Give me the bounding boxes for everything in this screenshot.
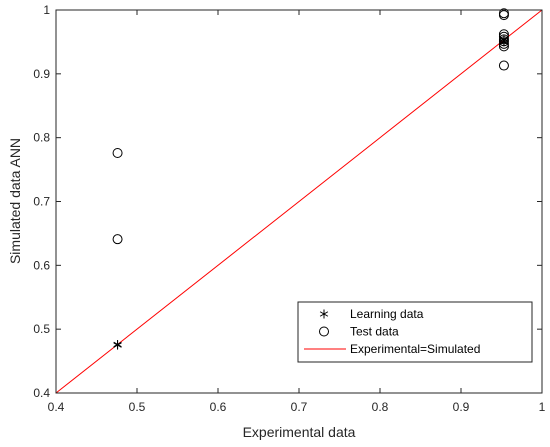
x-tick-label: 0.6 — [210, 400, 227, 414]
x-tick-label: 0.7 — [291, 400, 308, 414]
y-tick-label: 0.4 — [33, 386, 50, 400]
x-tick-label: 0.5 — [129, 400, 146, 414]
x-tick-label: 1 — [539, 400, 546, 414]
legend-box — [297, 301, 533, 363]
y-tick-label: 0.8 — [33, 131, 50, 145]
legend-learning-marker — [319, 309, 329, 319]
x-tick-label: 0.4 — [48, 400, 65, 414]
axis-ticks: 0.4 0.5 0.6 0.7 0.8 0.9 1 0.4 0.5 0.6 0.7 0.8 0.9 1 — [33, 3, 545, 414]
learning-data-point — [113, 340, 122, 350]
test-data-point — [498, 41, 509, 52]
test-data-point — [498, 10, 509, 21]
test-data-point — [498, 36, 509, 47]
legend-label: Test data — [350, 325, 399, 339]
x-axis-title: Experimental data — [243, 424, 356, 440]
data-marks — [55, 8, 543, 394]
x-tick-label: 0.8 — [372, 400, 389, 414]
legend-label: Experimental=Simulated — [350, 342, 480, 356]
identity-line — [55, 9, 543, 394]
test-data-point — [112, 234, 123, 245]
legend: Learning data Test data Experimental=Simul… — [297, 301, 533, 363]
test-data-point — [498, 60, 509, 71]
y-tick-label: 0.6 — [33, 258, 50, 272]
y-tick-label: 1 — [43, 3, 50, 17]
legend-label: Learning data — [350, 307, 424, 321]
y-tick-label: 0.5 — [33, 322, 50, 336]
x-tick-label: 0.9 — [453, 400, 470, 414]
test-data-point — [112, 147, 123, 158]
test-data-point — [498, 29, 509, 40]
y-tick-label: 0.7 — [33, 195, 50, 209]
test-data-point — [498, 38, 509, 49]
y-axis-title: Simulated data ANN — [7, 138, 23, 264]
legend-test-marker — [319, 326, 329, 337]
test-data-point — [498, 31, 509, 42]
y-tick-label: 0.9 — [33, 67, 50, 81]
